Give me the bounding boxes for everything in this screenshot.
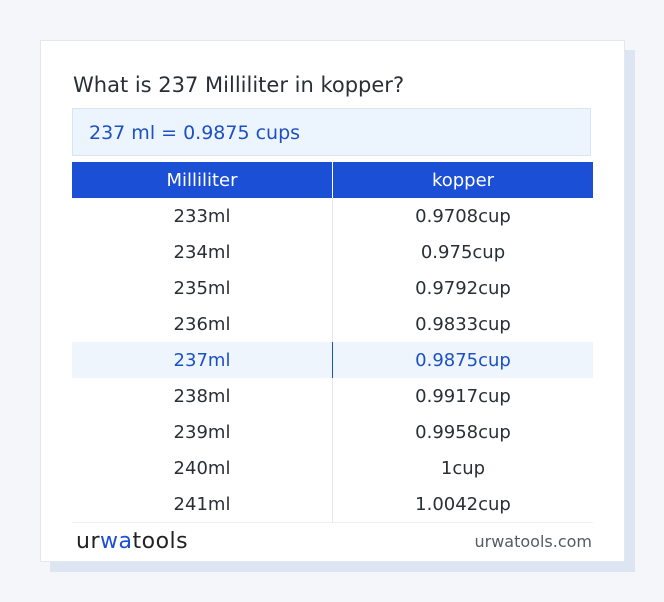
cell-kopper: 1cup <box>332 450 593 486</box>
cell-kopper: 0.975cup <box>332 234 593 270</box>
table-header-row: Milliliter kopper <box>72 162 593 198</box>
cell-milliliter: 233ml <box>173 205 231 227</box>
cell-milliliter: 234ml <box>173 241 231 263</box>
cell-milliliter: 241ml <box>72 486 333 523</box>
conversion-result: 237 ml = 0.9875 cups <box>72 108 591 156</box>
table-row: 233ml 0.9708cup <box>72 198 593 234</box>
table-row: 236ml 0.9833cup <box>72 306 593 342</box>
brand-logo[interactable]: urwatools <box>76 529 188 554</box>
table-row: 238ml 0.9917cup <box>72 378 593 414</box>
table-row: 241ml 1.0042cup <box>72 486 593 523</box>
conversion-card: What is 237 Milliliter in kopper? 237 ml… <box>40 40 625 562</box>
table-row: 240ml 1cup <box>72 450 593 486</box>
brand-logo-part: tools <box>132 529 189 554</box>
cell-milliliter: 238ml <box>173 385 231 407</box>
table-row: 234ml 0.975cup <box>72 234 593 270</box>
cell-kopper: 1.0042cup <box>332 486 593 523</box>
cell-kopper: 0.9708cup <box>332 198 593 234</box>
table-row: 235ml 0.9792cup <box>72 270 593 306</box>
cell-milliliter: 236ml <box>173 313 231 335</box>
conversion-table: Milliliter kopper 233ml 0.9708cup 234ml … <box>72 162 593 523</box>
cell-milliliter: 239ml <box>173 421 231 443</box>
cell-kopper: 0.9875cup <box>332 342 593 378</box>
cell-kopper: 0.9958cup <box>332 414 593 450</box>
cell-kopper: 0.9833cup <box>332 306 593 342</box>
site-link[interactable]: urwatools.com <box>474 532 593 551</box>
table-row-highlighted: 237ml 0.9875cup <box>72 342 593 378</box>
cell-kopper: 0.9917cup <box>332 378 593 414</box>
column-header-kopper: kopper <box>332 162 593 198</box>
table-row: 239ml 0.9958cup <box>72 414 593 450</box>
cell-milliliter: 237ml <box>72 342 333 378</box>
cell-milliliter: 235ml <box>173 277 231 299</box>
brand-logo-part: ur <box>76 529 100 554</box>
page-title: What is 237 Milliliter in kopper? <box>73 73 405 97</box>
cell-milliliter: 240ml <box>173 457 231 479</box>
cell-kopper: 0.9792cup <box>332 270 593 306</box>
brand-logo-accent: wa <box>100 529 133 554</box>
column-header-milliliter: Milliliter <box>72 162 333 198</box>
